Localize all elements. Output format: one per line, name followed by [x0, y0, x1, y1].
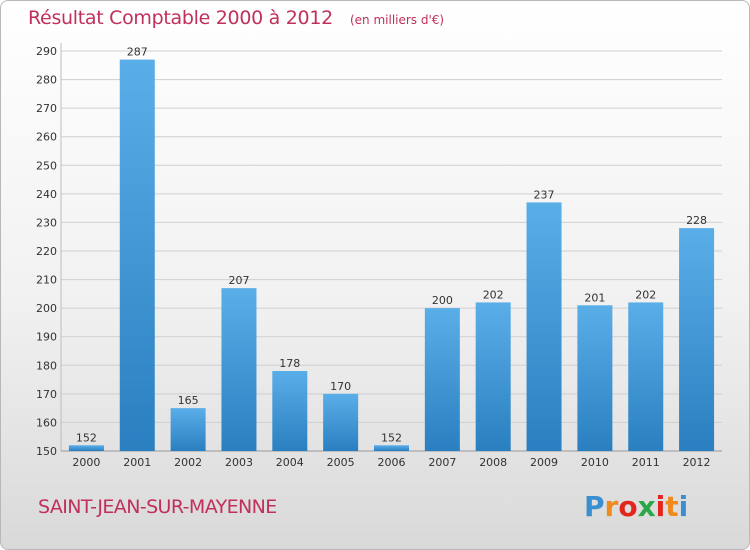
x-tick-label: 2008	[479, 456, 507, 469]
x-tick-label: 2010	[581, 456, 609, 469]
bar	[374, 445, 409, 451]
bar-value-label: 228	[686, 214, 707, 227]
y-tick-label: 280	[36, 74, 57, 87]
chart-title: Résultat Comptable 2000 à 2012	[28, 7, 333, 29]
bar	[221, 288, 257, 451]
x-tick-label: 2006	[378, 456, 406, 469]
bar-value-label: 207	[228, 274, 249, 287]
bar	[526, 202, 562, 451]
bar	[68, 445, 104, 451]
bar-value-label: 202	[483, 288, 504, 301]
bar-value-label: 178	[279, 357, 300, 370]
bar	[272, 371, 308, 451]
logo-letter: i	[678, 490, 689, 523]
logo-letter: r	[604, 490, 619, 523]
y-tick-label: 160	[36, 416, 57, 429]
bar-value-label: 152	[76, 431, 97, 444]
x-tick-label: 2000	[72, 456, 100, 469]
bar-value-label: 200	[432, 294, 453, 307]
logo-letter: t	[665, 490, 679, 523]
x-tick-label: 2005	[327, 456, 355, 469]
title-row: Résultat Comptable 2000 à 2012 (en milli…	[28, 7, 444, 29]
y-tick-label: 180	[36, 359, 57, 372]
bar	[323, 393, 359, 451]
bar	[475, 302, 511, 451]
x-tick-label: 2011	[632, 456, 660, 469]
y-tick-label: 230	[36, 216, 57, 229]
y-tick-label: 270	[36, 102, 57, 115]
logo-letter: x	[637, 490, 656, 523]
bar-value-label: 170	[330, 380, 351, 393]
bar-value-label: 202	[635, 288, 656, 301]
x-tick-label: 2003	[225, 456, 253, 469]
y-tick-label: 210	[36, 274, 57, 287]
y-tick-label: 290	[36, 45, 57, 58]
bar	[628, 302, 664, 451]
x-tick-label: 2001	[123, 456, 151, 469]
y-tick-label: 150	[36, 445, 57, 458]
x-tick-label: 2007	[428, 456, 456, 469]
y-tick-label: 260	[36, 131, 57, 144]
bar-value-label: 287	[127, 46, 148, 59]
bar	[119, 59, 155, 451]
commune-name: SAINT-JEAN-SUR-MAYENNE	[38, 496, 277, 518]
logo-letter: i	[655, 490, 666, 523]
bar	[577, 305, 613, 451]
y-tick-label: 250	[36, 159, 57, 172]
x-tick-label: 2012	[683, 456, 711, 469]
logo-letter: o	[618, 490, 638, 523]
y-tick-label: 240	[36, 188, 57, 201]
x-tick-label: 2004	[276, 456, 304, 469]
y-tick-label: 200	[36, 302, 57, 315]
bar	[679, 228, 715, 451]
bar-value-label: 237	[534, 188, 555, 201]
bar-value-label: 152	[381, 431, 402, 444]
x-tick-label: 2002	[174, 456, 202, 469]
x-tick-label: 2009	[530, 456, 558, 469]
chart-subtitle: (en milliers d'€)	[349, 13, 445, 27]
proxiti-logo: Proxiti	[584, 490, 688, 523]
logo-letter: P	[584, 490, 605, 523]
bar	[170, 408, 206, 451]
bar	[424, 308, 460, 451]
y-tick-label: 170	[36, 388, 57, 401]
bar-value-label: 201	[584, 291, 605, 304]
y-tick-label: 220	[36, 245, 57, 258]
bar-value-label: 165	[178, 394, 199, 407]
y-tick-label: 190	[36, 331, 57, 344]
